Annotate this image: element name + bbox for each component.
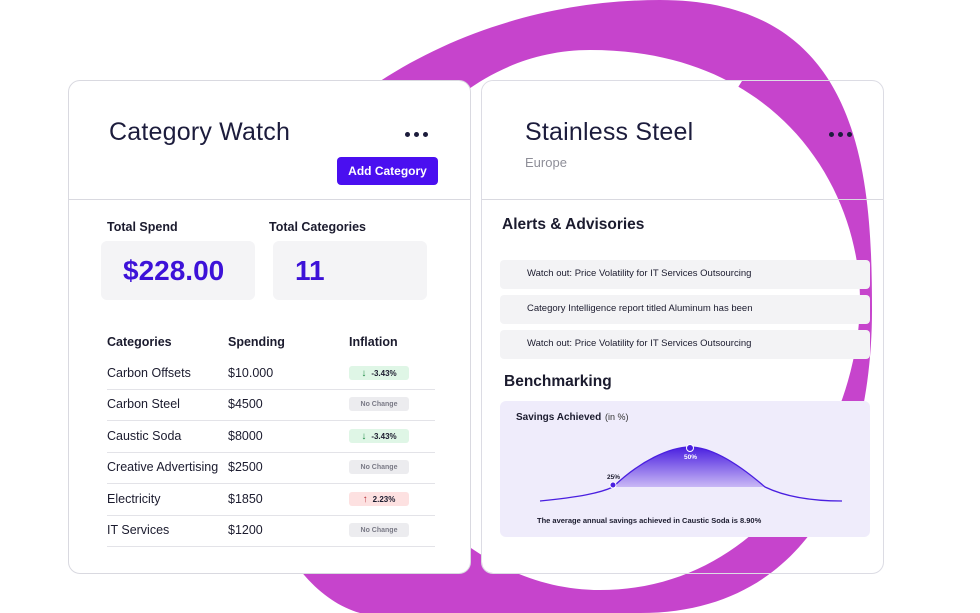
category-spending: $1200	[228, 523, 263, 537]
inflation-value: -3.43%	[371, 431, 397, 441]
category-name: Caustic Soda	[107, 429, 182, 443]
benchmark-title: Savings Achieved	[516, 412, 602, 423]
table-row[interactable]: Caustic Soda $8000 ↓ -3.43%	[107, 421, 435, 453]
category-name: Carbon Offsets	[107, 366, 191, 380]
column-header-inflation: Inflation	[349, 335, 398, 349]
category-name: Carbon Steel	[107, 397, 180, 411]
more-horizontal-icon[interactable]	[405, 132, 428, 137]
benchmark-panel: Savings Achieved (in %) 25% 50% The aver…	[500, 401, 870, 537]
card-subtitle: Europe	[525, 155, 567, 170]
table-row[interactable]: Carbon Offsets $10.000 ↓ -3.43%	[107, 358, 435, 390]
divider	[69, 199, 470, 200]
category-name: Creative Advertising	[107, 460, 219, 474]
card-title: Stainless Steel	[525, 118, 694, 146]
alerts-heading: Alerts & Advisories	[502, 216, 645, 233]
inflation-value: 2.23%	[372, 494, 396, 504]
category-name: IT Services	[107, 523, 170, 537]
total-spend-value: $228.00	[123, 254, 225, 286]
inflation-badge: No Change	[349, 397, 409, 411]
alert-item[interactable]: Watch out: Price Volatility for IT Servi…	[500, 330, 870, 359]
alert-text: Category Intelligence report titled Alum…	[527, 303, 753, 314]
benchmark-caption: The average annual savings achieved in C…	[537, 516, 762, 525]
column-header-spending: Spending	[228, 335, 285, 349]
category-watch-card: Category Watch Add Category Total Spend …	[68, 80, 471, 574]
inflation-badge: ↓ -3.43%	[349, 366, 409, 380]
total-categories-value: 11	[295, 254, 325, 286]
bell-curve-chart	[539, 444, 843, 502]
total-spend-label: Total Spend	[107, 220, 178, 234]
inflation-value: -3.43%	[371, 368, 397, 378]
curve-area	[613, 447, 765, 487]
category-spending: $1850	[228, 492, 263, 506]
category-name: Electricity	[107, 492, 161, 506]
inflation-badge: No Change	[349, 523, 409, 537]
add-category-button[interactable]: Add Category	[337, 157, 438, 185]
table-row[interactable]: Creative Advertising $2500 No Change	[107, 452, 435, 484]
benchmark-unit: (in %)	[605, 412, 629, 422]
alert-text: Watch out: Price Volatility for IT Servi…	[527, 268, 752, 279]
category-spending: $2500	[228, 460, 263, 474]
inflation-badge: ↑ 2.23%	[349, 492, 409, 506]
divider	[482, 199, 883, 200]
category-spending: $8000	[228, 429, 263, 443]
category-spending: $4500	[228, 397, 263, 411]
stainless-steel-card: Stainless Steel Europe Alerts & Advisori…	[481, 80, 884, 574]
point-low	[609, 481, 617, 489]
table-row[interactable]: Carbon Steel $4500 No Change	[107, 389, 435, 421]
inflation-badge: No Change	[349, 460, 409, 474]
category-spending: $10.000	[228, 366, 274, 380]
point-high	[686, 444, 694, 452]
table-row[interactable]: Electricity $1850 ↑ 2.23%	[107, 484, 435, 516]
arrow-down-icon: ↓	[361, 430, 367, 442]
alert-item[interactable]: Category Intelligence report titled Alum…	[500, 295, 870, 324]
alert-text: Watch out: Price Volatility for IT Servi…	[527, 338, 752, 349]
table-row[interactable]: IT Services $1200 No Change	[107, 515, 435, 547]
point-low-label: 25%	[607, 474, 621, 481]
arrow-down-icon: ↓	[361, 367, 367, 379]
alert-item[interactable]: Watch out: Price Volatility for IT Servi…	[500, 260, 870, 289]
column-header-categories: Categories	[107, 335, 172, 349]
total-categories-box: 11	[273, 241, 427, 300]
more-horizontal-icon[interactable]	[829, 132, 852, 137]
point-high-label: 50%	[684, 454, 698, 461]
benchmarking-heading: Benchmarking	[504, 373, 612, 390]
arrow-up-icon: ↑	[362, 493, 368, 505]
inflation-badge: ↓ -3.43%	[349, 429, 409, 443]
total-spend-box: $228.00	[101, 241, 255, 300]
total-categories-label: Total Categories	[269, 220, 367, 234]
card-title: Category Watch	[109, 118, 291, 146]
